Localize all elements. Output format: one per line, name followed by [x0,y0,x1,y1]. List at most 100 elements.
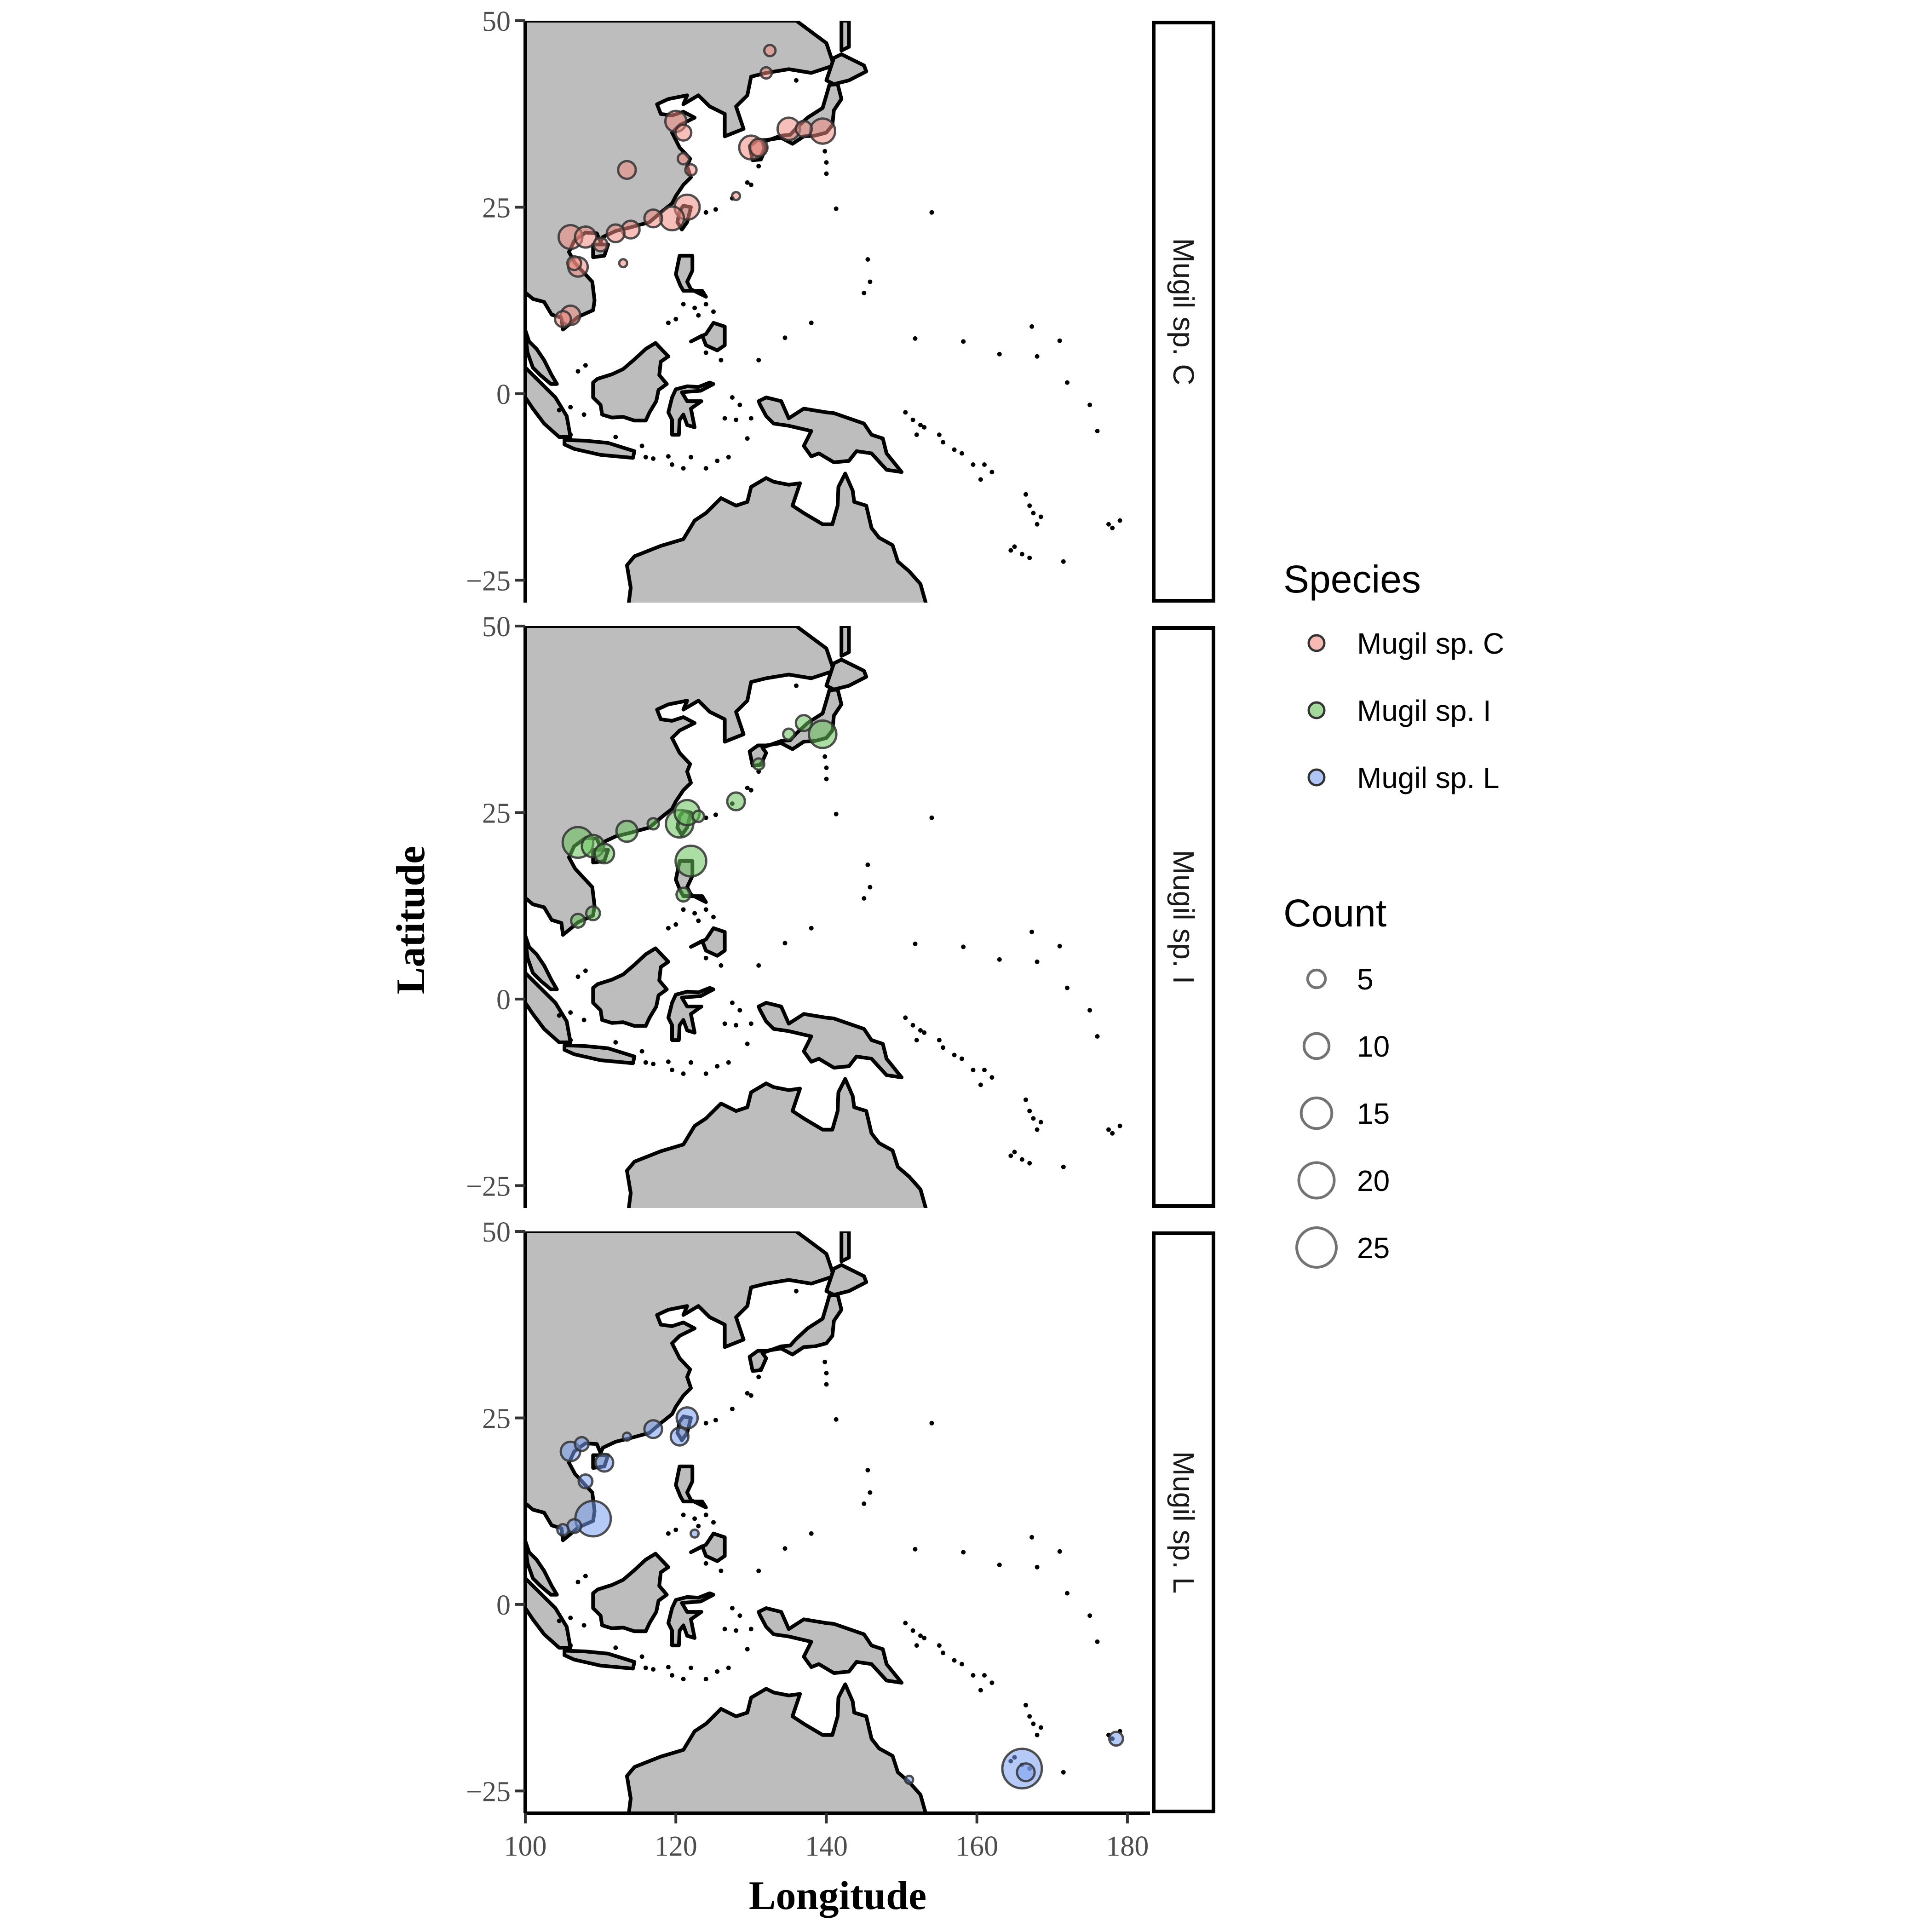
islet [914,1643,919,1648]
islet [1110,1131,1115,1136]
land-outline [840,21,851,52]
islet [971,1673,976,1678]
islet [794,1288,799,1294]
land-outline [824,52,868,86]
islet [1024,1702,1028,1708]
islet [862,1501,867,1506]
islet [989,1680,995,1685]
y-tick-label: 0 [496,984,511,1016]
islet [703,302,708,307]
islet [681,1071,686,1076]
islet [865,1468,870,1472]
islet [756,1374,761,1380]
facet-strip: Mugil sp. L [1152,1231,1215,1813]
islet [865,257,870,262]
islet [745,785,750,790]
y-tick-label: 0 [496,379,511,410]
islet [673,316,678,322]
islet [1019,1157,1024,1162]
data-point [574,1500,612,1538]
count-legend-label: 10 [1357,1030,1390,1063]
count-legend-label: 20 [1357,1164,1390,1197]
islet [978,477,983,482]
land-outline [824,1263,868,1297]
islet [759,156,764,161]
facet-panel: −25 0 25 50 Mugil sp. C [466,6,1215,603]
islet [666,320,671,325]
islet [719,963,724,968]
islet [759,1367,764,1372]
map-layer [525,21,1122,603]
data-point [1108,1731,1124,1747]
islet [643,1060,648,1065]
islet [581,1018,586,1023]
islet [1095,429,1100,433]
islet [1019,552,1024,557]
legend: Species Mugil sp. C Mugil sp. I Mugil sp. L… [1283,558,1504,1269]
islet [868,1490,873,1495]
islet [1035,1564,1040,1570]
species-legend-title: Species [1283,558,1421,601]
islet [1029,1535,1035,1540]
islet [711,309,716,314]
data-point [617,160,637,180]
islet [1027,1109,1032,1114]
x-tick-label: 140 [805,1831,848,1862]
data-point [674,845,707,878]
data-point [794,714,813,732]
islet [575,974,581,979]
islet [913,1547,918,1552]
islet [696,918,701,923]
islet [1035,1732,1040,1737]
islet [960,1056,964,1061]
data-point [691,809,706,823]
islet [822,1359,828,1364]
islet [794,683,799,688]
islet [568,432,573,437]
islet [730,1000,735,1005]
islet [929,815,934,820]
islet [903,410,908,415]
islet [639,1049,644,1054]
islet [862,291,867,295]
islet [730,1606,735,1610]
islet [997,351,1002,356]
islet [713,207,718,212]
land-outline [625,1077,928,1208]
data-point [594,1453,615,1473]
islet [1117,1123,1122,1128]
islet [715,1669,720,1674]
land-outline [748,1293,844,1373]
islet [719,1568,724,1573]
islet [1024,1097,1028,1102]
islet [703,1420,708,1426]
islet [997,1562,1002,1567]
count-legend-key [1300,1096,1334,1130]
islet [918,1633,923,1638]
islet [1012,1150,1017,1155]
islet [715,1064,720,1069]
islet [696,1524,701,1529]
islet [711,914,716,920]
data-point [794,120,813,138]
strip-box [1152,626,1215,1208]
islet [670,462,674,467]
land-outline [689,926,727,958]
islet [937,432,942,437]
species-legend-label: Mugil sp. L [1357,761,1499,794]
islet [748,416,753,421]
islet [1057,943,1062,949]
islet [748,182,753,187]
data-point [554,310,572,328]
islet [952,1052,957,1058]
islet [782,1546,788,1551]
islet [730,1407,735,1411]
islet [722,1627,727,1632]
data-point [676,152,690,166]
islet [937,1643,942,1648]
land-outline [525,295,559,386]
islet [681,1512,686,1518]
count-legend-key [1306,968,1327,989]
islet [918,1028,923,1033]
